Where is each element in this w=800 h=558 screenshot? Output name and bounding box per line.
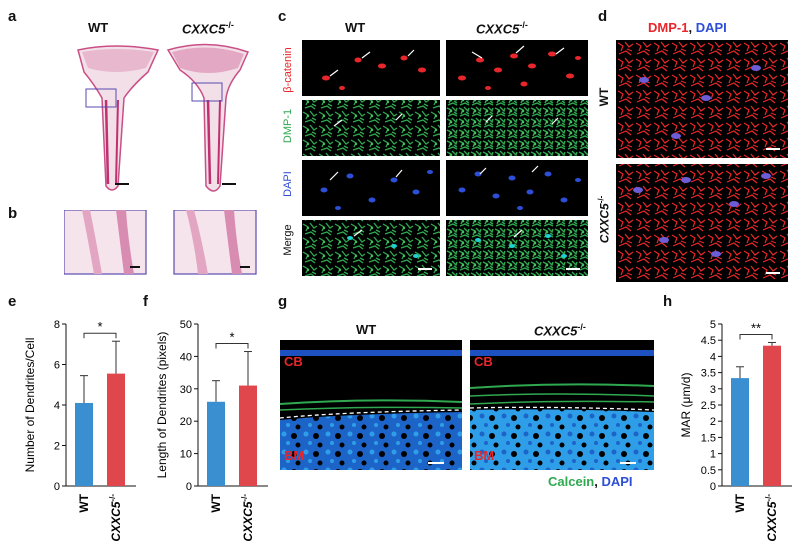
panel-c-ko-header: CXXC5-/- bbox=[476, 20, 528, 37]
y-tick-label: 30 bbox=[180, 384, 192, 396]
scale-bar-c-ko bbox=[566, 268, 580, 270]
y-axis-label: Number of Dendrites/Cell bbox=[23, 338, 37, 473]
y-tick-label: 0.5 bbox=[701, 465, 716, 477]
y-tick-label: 4.5 bbox=[701, 335, 716, 347]
bar bbox=[731, 378, 749, 486]
y-axis-label: Length of Dendrites (pixels) bbox=[155, 332, 169, 479]
y-tick-label: 3 bbox=[710, 384, 716, 396]
scale-bar-a-wt bbox=[115, 183, 129, 185]
significance-star: * bbox=[97, 319, 102, 334]
chart-f: 0 10 20 30 40 50 Length of Dendrites (pixels) W… bbox=[155, 319, 268, 542]
chart-h: 0 0.5 1 1.5 2 2.5 3 3.5 4 4.5 5 MAR (μm/d) WT CXXC5-/… bbox=[679, 319, 792, 542]
panel-c-row-label-dmp1: DMP-1 bbox=[282, 108, 294, 144]
panel-d-images bbox=[616, 40, 788, 282]
chart-e: 0 2 4 6 8 Number of Dendrites/Cell WT CXXC5-/- * bbox=[23, 319, 136, 542]
scale-bar-b-ko bbox=[240, 266, 250, 268]
bar bbox=[107, 373, 125, 486]
y-tick-label: 40 bbox=[180, 351, 192, 363]
panel-label-g: g bbox=[278, 293, 288, 310]
panel-g-legend: Calcein, DAPI bbox=[548, 474, 633, 489]
y-tick-label: 0 bbox=[186, 481, 192, 493]
panel-c-row-label-dapi: DAPI bbox=[282, 171, 294, 197]
panel-d-ko-label: CXXC5-/- bbox=[596, 195, 612, 244]
panel-label-d: d bbox=[598, 8, 608, 25]
panel-label-h: h bbox=[663, 293, 673, 310]
panel-d-title: DMP-1, DAPI bbox=[648, 20, 727, 35]
panel-g-ko-header: CXXC5-/- bbox=[534, 322, 586, 339]
significance-bracket bbox=[215, 343, 249, 349]
y-tick-label: 0 bbox=[710, 481, 716, 493]
panel-c-image-grid bbox=[302, 40, 588, 276]
x-tick-label: WT bbox=[209, 493, 223, 512]
x-tick-label: CXXC5-/- bbox=[108, 494, 123, 542]
y-tick-label: 5 bbox=[710, 319, 716, 331]
scale-bar-c-wt bbox=[418, 268, 432, 270]
panel-a-wt-header: WT bbox=[88, 20, 109, 35]
y-tick-label: 1.5 bbox=[701, 432, 716, 444]
panel-a-femur-images bbox=[77, 43, 250, 192]
panel-g-cb-label-wt: CB bbox=[284, 354, 303, 369]
panel-label-e: e bbox=[8, 293, 17, 310]
bar bbox=[763, 345, 781, 486]
scale-bar-b-wt bbox=[130, 266, 140, 268]
panel-g-bm-label-wt: BM bbox=[284, 448, 305, 463]
bar bbox=[207, 401, 225, 486]
x-tick-label: WT bbox=[77, 493, 91, 512]
wt-femur-section bbox=[77, 45, 160, 191]
panel-a-ko-header: CXXC5-/- bbox=[182, 20, 234, 37]
y-tick-label: 0 bbox=[54, 481, 60, 493]
y-tick-label: 4 bbox=[54, 400, 60, 412]
panel-g-images bbox=[280, 340, 654, 470]
bar bbox=[75, 402, 93, 486]
y-tick-label: 20 bbox=[180, 416, 192, 428]
y-tick-label: 2 bbox=[54, 441, 60, 453]
scale-bar-g-ko bbox=[620, 462, 636, 464]
y-tick-label: 2 bbox=[710, 416, 716, 428]
panel-label-f: f bbox=[143, 293, 148, 310]
panel-g-bm-label-ko: BM bbox=[474, 448, 495, 463]
y-tick-label: 1 bbox=[710, 449, 716, 461]
x-tick-label: WT bbox=[733, 493, 747, 512]
scale-bar-g-wt bbox=[428, 462, 444, 464]
x-tick-label: CXXC5-/- bbox=[764, 494, 779, 542]
panel-d-wt-label: WT bbox=[597, 87, 611, 107]
y-tick-label: 3.5 bbox=[701, 368, 716, 380]
x-tick-label: CXXC5-/- bbox=[240, 494, 255, 542]
significance-star: * bbox=[229, 330, 234, 345]
panel-c-row-label-bcatenin: β-catenin bbox=[282, 47, 294, 93]
panel-g-wt-header: WT bbox=[356, 322, 377, 337]
panel-c-wt-header: WT bbox=[345, 20, 366, 35]
y-tick-label: 6 bbox=[54, 360, 60, 372]
panel-label-b: b bbox=[8, 205, 18, 222]
bar bbox=[239, 385, 257, 486]
y-tick-label: 8 bbox=[54, 319, 60, 331]
panel-label-c: c bbox=[278, 8, 287, 25]
significance-bracket bbox=[739, 333, 773, 340]
scale-bar-d-wt bbox=[766, 148, 780, 150]
y-tick-label: 50 bbox=[180, 319, 192, 331]
panel-label-a: a bbox=[8, 8, 17, 25]
y-tick-label: 2.5 bbox=[701, 400, 716, 412]
significance-star: ** bbox=[751, 320, 761, 335]
ko-femur-section bbox=[166, 43, 250, 192]
panel-b-zoom-images bbox=[64, 210, 257, 275]
y-axis-label: MAR (μm/d) bbox=[679, 373, 693, 438]
scale-bar-a-ko bbox=[222, 183, 236, 185]
y-tick-label: 10 bbox=[180, 449, 192, 461]
scale-bar-d-ko bbox=[766, 272, 780, 274]
panel-c-row-label-merge: Merge bbox=[282, 224, 294, 256]
y-tick-label: 4 bbox=[710, 351, 716, 363]
significance-bracket bbox=[83, 332, 117, 339]
panel-g-cb-label-ko: CB bbox=[474, 354, 493, 369]
